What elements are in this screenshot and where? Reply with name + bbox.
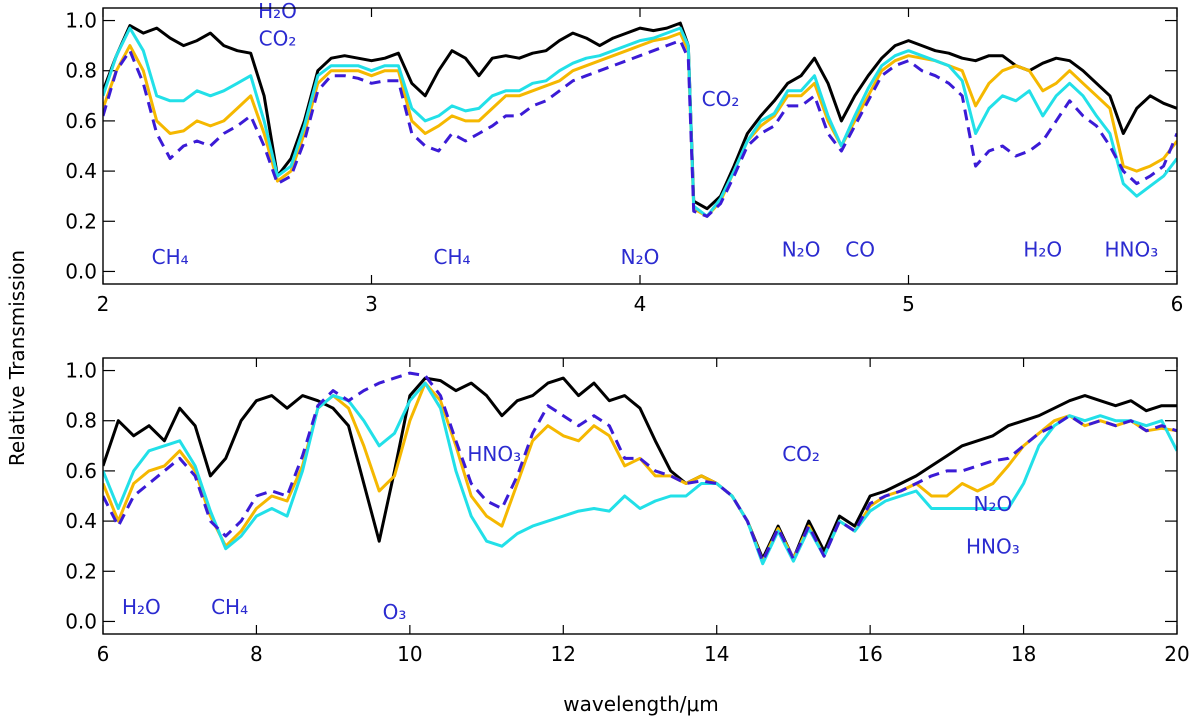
species-label: CH₄ [152, 245, 189, 269]
x-tick-label: 12 [551, 642, 576, 666]
y-tick-label: 0.2 [65, 209, 97, 233]
y-tick-label: 0.8 [65, 59, 97, 83]
species-label: N₂O [974, 492, 1013, 516]
y-tick-label: 0.0 [65, 259, 97, 283]
bottom-panel-annotations: H₂O CH₄ O₃ HNO₃ CO₂ N₂O HNO₃ [122, 442, 1020, 624]
species-label: O₃ [383, 600, 407, 624]
species-label: HNO₃ [467, 442, 521, 466]
bottom-panel-series [103, 371, 1177, 566]
y-tick-label: 0.2 [65, 559, 97, 583]
top-panel: 2 3 4 5 6 0.0 0.2 0.4 0.6 0.8 1.0 H₂O CO₂ CO₂ CH₄ CH₄ N… [65, 0, 1183, 316]
series-line-black [103, 376, 1177, 561]
top-panel-annotations: H₂O CO₂ CO₂ CH₄ CH₄ N₂O N₂O CO H₂O HNO₃ [152, 0, 1159, 269]
series-line-blue [103, 371, 1177, 563]
x-tick-label: 5 [902, 292, 915, 316]
x-tick-label: 16 [857, 642, 882, 666]
x-tick-label: 4 [634, 292, 647, 316]
series-line-cyan [103, 26, 1177, 218]
y-tick-label: 0.6 [65, 459, 97, 483]
species-label: HNO₃ [966, 535, 1020, 559]
x-tick-label: 20 [1164, 642, 1189, 666]
y-tick-label: 0.8 [65, 409, 97, 433]
y-tick-label: 1.0 [65, 359, 97, 383]
series-line-blue [103, 39, 1177, 218]
top-panel-ticks: 2 3 4 5 6 0.0 0.2 0.4 0.6 0.8 1.0 [65, 8, 1183, 316]
species-label: H₂O [1023, 237, 1062, 261]
series-line-black [103, 21, 1177, 211]
y-tick-label: 0.4 [65, 509, 97, 533]
series-line-orange [103, 381, 1177, 563]
species-label: N₂O [621, 245, 660, 269]
species-label: CO₂ [259, 27, 297, 51]
series-line-cyan [103, 381, 1177, 566]
top-panel-frame [102, 7, 1178, 285]
x-tick-label: 3 [365, 292, 378, 316]
series-line-orange [103, 31, 1177, 218]
species-label: CH₄ [434, 245, 471, 269]
x-tick-label: 14 [704, 642, 729, 666]
y-tick-label: 0.0 [65, 609, 97, 633]
x-tick-label: 2 [97, 292, 110, 316]
species-label: CO₂ [782, 442, 820, 466]
species-label: H₂O [258, 0, 297, 23]
species-label: CH₄ [211, 595, 248, 619]
bottom-panel-frame [102, 357, 1178, 635]
x-tick-label: 8 [250, 642, 263, 666]
x-tick-label: 10 [397, 642, 422, 666]
bottom-panel: 6 8 10 12 14 16 18 20 0.0 0.2 0.4 0.6 0.8 1.0 H₂O CH₄ O… [65, 357, 1190, 666]
x-tick-label: 6 [97, 642, 110, 666]
y-tick-label: 1.0 [65, 9, 97, 33]
species-label: H₂O [122, 595, 161, 619]
y-tick-label: 0.6 [65, 109, 97, 133]
species-label: CO₂ [702, 87, 740, 111]
x-tick-label: 6 [1171, 292, 1184, 316]
y-axis-title: Relative Transmission [5, 250, 29, 466]
top-panel-series [103, 21, 1177, 218]
bottom-panel-ticks: 6 8 10 12 14 16 18 20 0.0 0.2 0.4 0.6 0.8 1.0 [65, 358, 1190, 666]
y-tick-label: 0.4 [65, 159, 97, 183]
species-label: HNO₃ [1104, 237, 1158, 261]
species-label: CO [845, 237, 875, 261]
x-axis-title: wavelength/μm [563, 692, 718, 716]
x-tick-label: 18 [1011, 642, 1036, 666]
species-label: N₂O [782, 237, 821, 261]
